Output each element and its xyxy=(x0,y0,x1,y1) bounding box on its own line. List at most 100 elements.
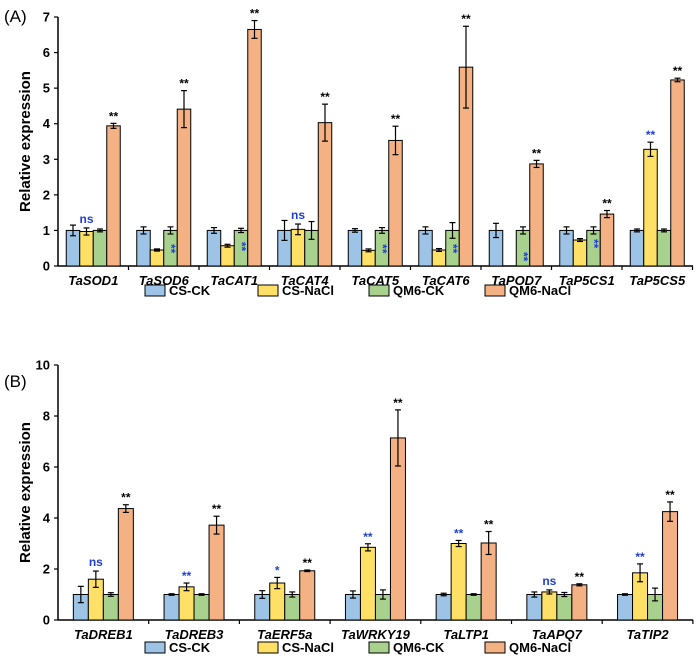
bar xyxy=(643,148,658,267)
x-tick-label: TaAPQ7 xyxy=(532,627,583,642)
bar xyxy=(359,546,376,621)
bar xyxy=(149,249,165,267)
bar xyxy=(435,594,452,621)
bar xyxy=(284,594,301,621)
x-tick-label: TaCAT4 xyxy=(281,273,329,288)
bar xyxy=(220,245,235,267)
legend-swatch xyxy=(144,284,166,297)
bar xyxy=(178,586,195,621)
bar xyxy=(79,230,94,267)
y-tick-label: 1 xyxy=(43,223,50,238)
y-tick-label: 4 xyxy=(43,116,51,131)
significance-label: ** xyxy=(235,242,249,252)
significance-label: ** xyxy=(391,112,401,126)
significance-label: ** xyxy=(363,530,373,544)
bar xyxy=(599,213,615,267)
significance-label: ns xyxy=(79,212,93,226)
bar xyxy=(106,125,121,267)
significance-label: ** xyxy=(109,109,119,123)
significance-label: ** xyxy=(393,396,403,410)
bar xyxy=(206,229,222,267)
panel-label: (A) xyxy=(4,7,27,26)
significance-label: ns xyxy=(89,555,103,569)
y-tick-label: 5 xyxy=(43,81,50,96)
bar xyxy=(656,229,672,267)
bar xyxy=(193,594,210,621)
bar xyxy=(418,229,433,267)
bar xyxy=(572,239,588,267)
bar xyxy=(556,594,573,621)
bar xyxy=(208,524,225,621)
y-tick-label: 6 xyxy=(43,460,50,475)
legend-label: QM6-CK xyxy=(393,283,445,298)
bar xyxy=(571,584,588,621)
x-tick-label: TaSOD6 xyxy=(139,273,190,288)
significance-label: ** xyxy=(212,502,222,516)
x-tick-label: TaDREB3 xyxy=(165,627,225,642)
x-tick-label: TaPOD7 xyxy=(491,273,542,288)
bar xyxy=(388,139,403,267)
significance-label: * xyxy=(275,563,280,577)
bar xyxy=(541,591,558,621)
significance-label: ns xyxy=(291,208,305,222)
x-tick-label: TaLTP1 xyxy=(443,627,489,642)
significance-label: ** xyxy=(250,7,260,21)
bar xyxy=(465,594,482,621)
legend-swatch xyxy=(368,284,390,297)
significance-label: ** xyxy=(121,491,131,505)
legend-label: QM6-NaCl xyxy=(509,283,571,298)
y-axis-label: Relative expression xyxy=(17,71,34,212)
legend-swatch xyxy=(484,641,506,654)
bar xyxy=(347,229,363,267)
significance-label: ** xyxy=(532,146,542,160)
legend-swatch xyxy=(257,284,279,297)
bar xyxy=(176,108,192,267)
bar xyxy=(617,594,634,621)
y-tick-label: 6 xyxy=(43,45,50,60)
significance-label: ** xyxy=(376,244,390,254)
bar xyxy=(670,79,685,267)
legend-label: CS-NaCl xyxy=(282,283,334,298)
legend-label: CS-CK xyxy=(169,640,211,655)
bar xyxy=(102,594,119,621)
legend-swatch xyxy=(144,641,166,654)
significance-label: ** xyxy=(320,90,330,104)
y-tick-label: 10 xyxy=(36,358,50,373)
significance-label: ** xyxy=(454,526,464,540)
x-tick-label: TaDREB1 xyxy=(74,627,133,642)
y-tick-label: 0 xyxy=(43,259,50,274)
x-tick-label: TaWRKY19 xyxy=(341,627,411,642)
significance-label: ** xyxy=(461,12,471,26)
y-tick-label: 3 xyxy=(43,152,50,167)
significance-label: ** xyxy=(484,518,494,532)
panel-b: (B) Relative expression 0 2 4 6 8 10 TaDREB1 TaDR… xyxy=(4,358,694,655)
bar xyxy=(299,570,316,621)
panel-label: (B) xyxy=(4,372,27,391)
legend-swatch xyxy=(484,284,506,297)
bar xyxy=(529,163,544,267)
significance-label: ** xyxy=(587,239,601,249)
significance-label: ** xyxy=(646,128,656,142)
y-axis-label: Relative expression xyxy=(17,422,34,563)
x-tick-label: TaSOD1 xyxy=(68,273,118,288)
bar xyxy=(559,229,574,267)
significance-label: ** xyxy=(179,77,189,91)
bar xyxy=(629,229,645,267)
x-tick-label: TaCAT1 xyxy=(210,273,258,288)
bar xyxy=(317,122,333,267)
bar xyxy=(163,594,180,621)
bar xyxy=(662,511,679,621)
y-tick-label: 0 xyxy=(43,613,50,628)
x-tick-label: TaP5CS1 xyxy=(559,273,615,288)
y-tick-label: 7 xyxy=(43,10,50,25)
legend-label: QM6-NaCl xyxy=(509,640,571,655)
bar xyxy=(247,28,262,267)
y-tick-label: 2 xyxy=(43,187,50,202)
x-tick-label: TaP5CS5 xyxy=(629,273,686,288)
x-tick-label: TaTIP2 xyxy=(626,627,669,642)
significance-label: ** xyxy=(635,550,645,564)
y-tick-label: 4 xyxy=(43,511,51,526)
y-tick-label: 8 xyxy=(43,409,50,424)
bar xyxy=(526,594,543,621)
